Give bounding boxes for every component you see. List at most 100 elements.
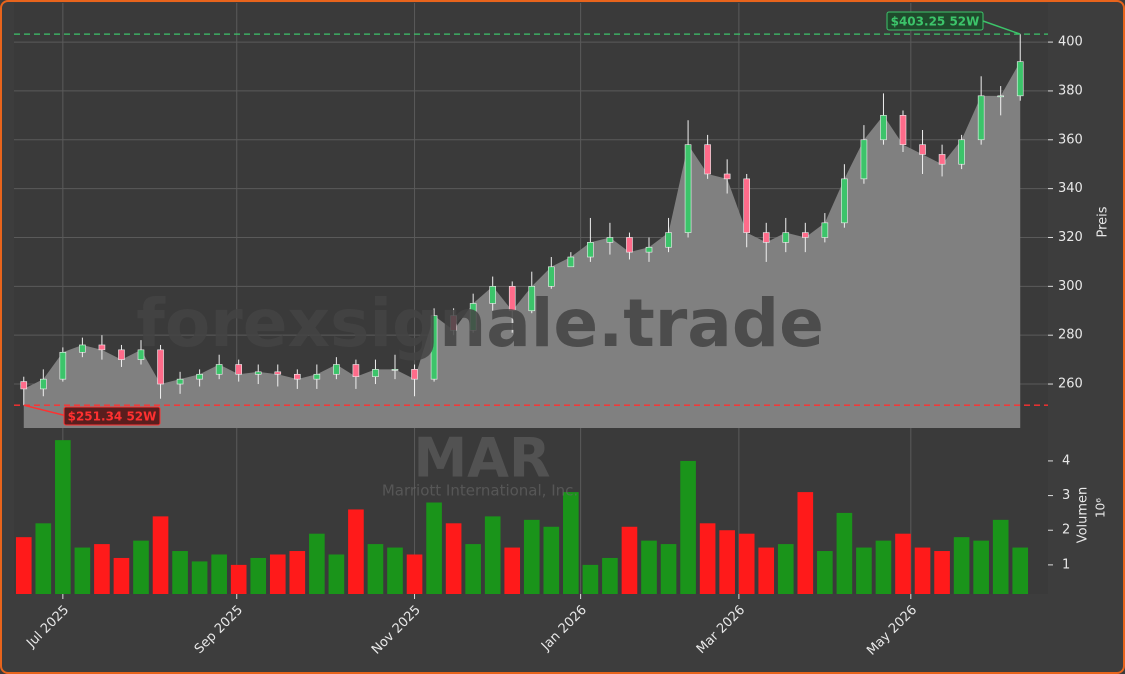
volume-bar: [484, 516, 501, 594]
candle-body: [176, 378, 184, 385]
volume-bar: [269, 554, 286, 594]
candle-body: [235, 364, 242, 375]
extreme-label-box: [63, 406, 161, 426]
candle-body: [469, 303, 477, 331]
watermark: forexsignale.trade: [136, 285, 824, 362]
y-tick-label: 360: [1058, 132, 1083, 147]
volume-bar: [777, 544, 794, 594]
candle-body: [333, 364, 340, 375]
volume-bar: [680, 460, 696, 594]
candle-body: [20, 381, 28, 390]
candle-body: [567, 256, 575, 268]
volume-tick-label: 4: [1062, 453, 1070, 468]
volume-tick-label: 3: [1062, 488, 1070, 503]
candle-body: [938, 154, 946, 165]
volume-bar: [387, 547, 403, 594]
volume-bar: [992, 519, 1009, 594]
candle-body: [430, 315, 438, 380]
candle-body: [723, 173, 731, 180]
volume-bar: [504, 547, 521, 594]
volume-unit: 10⁶: [1094, 498, 1108, 518]
volume-bar: [914, 547, 931, 594]
volume-bar: [406, 554, 423, 594]
volume-bar: [230, 564, 247, 594]
candle-body: [294, 373, 301, 380]
candle-body: [977, 95, 985, 141]
candle-body: [762, 232, 770, 243]
candle-body: [196, 373, 203, 380]
volume-bar: [55, 440, 71, 594]
volume-bar: [875, 540, 892, 594]
candle-body: [118, 349, 125, 360]
volume-bar: [133, 540, 149, 594]
candle-body: [313, 373, 321, 380]
volume-bar: [738, 533, 755, 594]
volume-bar: [1012, 547, 1029, 594]
volume-bar: [582, 564, 599, 594]
candle-body: [782, 232, 790, 243]
candle-body: [899, 115, 907, 145]
volume-bar: [328, 554, 345, 594]
volume-bar: [172, 551, 188, 594]
extreme-label-box: [886, 11, 984, 31]
y-tick-label: 300: [1058, 279, 1083, 294]
volume-bar: [797, 492, 814, 594]
candle-body: [528, 286, 536, 312]
close-area: [23, 61, 1021, 428]
volume-bar: [250, 557, 267, 594]
volume-bar: [445, 523, 462, 594]
volume-bar: [211, 554, 227, 594]
candle-body: [411, 369, 418, 380]
x-tick-label: Sep 2025: [192, 603, 246, 657]
volume-bar: [15, 537, 32, 594]
candle-body: [704, 144, 711, 175]
x-tick-label: May 2026: [864, 603, 920, 659]
volume-bar: [934, 551, 950, 594]
candle-body: [372, 369, 379, 378]
candle-body: [645, 246, 653, 253]
y-axis-label: Preis: [1096, 206, 1111, 237]
candle-body: [587, 242, 594, 258]
volume-bar: [895, 533, 911, 594]
y-tick-label: 400: [1058, 35, 1083, 50]
candle-body: [860, 139, 868, 180]
volume-bar: [465, 544, 481, 594]
candle-body: [821, 222, 829, 238]
candle-body: [958, 139, 965, 165]
volume-bar: [191, 561, 208, 594]
candle-body: [880, 115, 887, 141]
candle-body: [98, 344, 106, 351]
volume-bar: [367, 544, 384, 594]
volume-bar: [602, 557, 618, 594]
candle-body: [489, 286, 496, 304]
volume-bar: [817, 551, 833, 594]
volume-bar: [660, 544, 677, 594]
volume-bar: [289, 551, 306, 594]
candle-body: [508, 286, 516, 312]
volume-bar: [543, 526, 560, 594]
volume-bar: [758, 547, 775, 594]
volume-bar: [621, 526, 638, 594]
volume-bar: [856, 547, 872, 594]
candle-body: [391, 369, 399, 371]
extreme-label: $403.25 52W: [891, 15, 980, 29]
candle-body: [841, 178, 848, 224]
volume-bar: [426, 502, 442, 594]
volume-bar: [953, 537, 970, 594]
x-tick-label: Jan 2026: [538, 603, 590, 655]
volume-bar: [719, 530, 735, 594]
y-tick-label: 380: [1058, 83, 1083, 98]
candle-body: [59, 351, 67, 380]
volume-bar: [309, 533, 325, 594]
candle-body: [919, 144, 926, 155]
candle-body: [684, 144, 692, 233]
candle-body: [743, 178, 750, 233]
candle-body: [548, 266, 555, 287]
candle-body: [79, 344, 86, 353]
candle-body: [352, 364, 360, 378]
y-tick-label: 320: [1058, 230, 1083, 245]
volume-bar: [699, 523, 716, 594]
candle-body: [606, 237, 614, 243]
